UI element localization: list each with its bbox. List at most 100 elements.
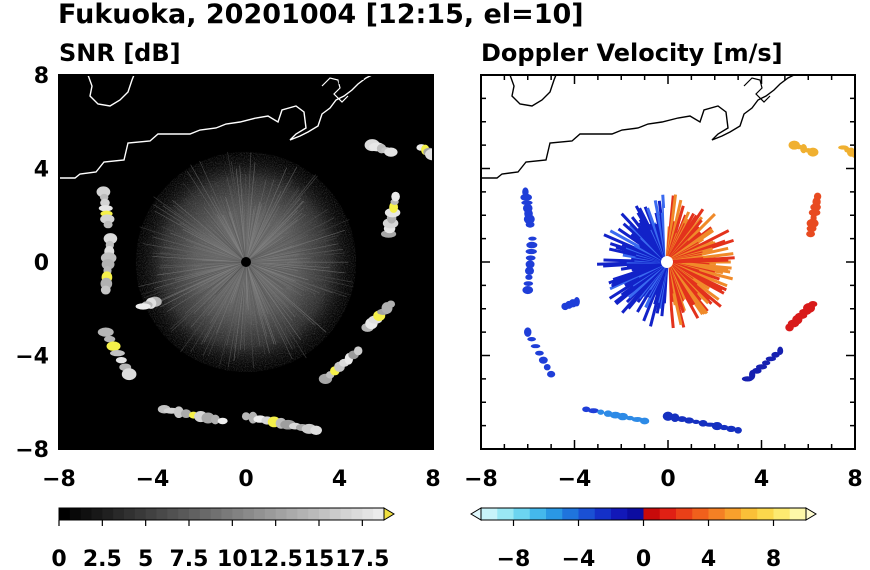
snr-colorbar-segment bbox=[189, 508, 201, 520]
snr-ray bbox=[152, 236, 247, 263]
snr-ray bbox=[215, 181, 247, 263]
snr-xtick-label: 0 bbox=[238, 467, 253, 492]
doppler-colorbar-segment bbox=[708, 508, 726, 520]
snr-ray bbox=[245, 183, 262, 263]
doppler-echo bbox=[617, 412, 629, 421]
doppler-colorbar-segment bbox=[562, 508, 579, 520]
snr-colorbar-segment bbox=[80, 508, 92, 520]
snr-echo bbox=[100, 285, 111, 295]
snr-ray bbox=[175, 261, 247, 281]
snr-ray bbox=[159, 252, 247, 263]
doppler-echo bbox=[535, 350, 544, 356]
left-panel-title: SNR [dB] bbox=[59, 39, 181, 67]
snr-ray bbox=[180, 261, 247, 353]
snr-radar-site bbox=[241, 257, 251, 267]
snr-ytick-label: −8 bbox=[15, 438, 49, 463]
snr-echo bbox=[384, 147, 398, 157]
snr-ray bbox=[245, 261, 293, 350]
snr-colorbar-label: 0 bbox=[51, 547, 66, 570]
doppler-panel: −8 −4 0 4 8 bbox=[464, 74, 863, 492]
doppler-colorbar: −8 −4 0 4 8 bbox=[470, 507, 817, 570]
doppler-echo bbox=[755, 364, 768, 370]
doppler-radar-site bbox=[661, 256, 673, 268]
snr-panel: −8 −4 0 4 8 8 4 0 −4 −8 bbox=[15, 64, 440, 492]
snr-ray bbox=[171, 261, 247, 332]
snr-ray bbox=[245, 261, 323, 282]
snr-ray bbox=[164, 246, 247, 263]
snr-echo bbox=[100, 198, 110, 207]
snr-ray bbox=[245, 204, 262, 263]
snr-ray bbox=[245, 261, 345, 274]
snr-ray bbox=[213, 261, 247, 312]
snr-ray bbox=[138, 261, 247, 287]
snr-ray bbox=[245, 261, 351, 296]
snr-echo bbox=[97, 327, 114, 337]
doppler-colorbar-label: 4 bbox=[701, 547, 716, 570]
snr-colorbar-segment bbox=[113, 508, 125, 520]
snr-echo bbox=[180, 409, 192, 418]
snr-ray bbox=[192, 202, 247, 263]
snr-colorbar: 0 2.5 5 7.5 10 12.5 15 17.5 bbox=[51, 507, 395, 570]
snr-colorbar-segment bbox=[264, 508, 277, 520]
snr-ray bbox=[245, 179, 294, 263]
snr-ray bbox=[245, 261, 327, 333]
doppler-echo bbox=[684, 417, 694, 424]
snr-xtick-label: 8 bbox=[425, 467, 440, 492]
snr-colorbar-segment bbox=[221, 508, 233, 520]
doppler-xtick-label: 4 bbox=[754, 467, 769, 492]
snr-ray bbox=[245, 207, 304, 263]
doppler-coastline bbox=[481, 75, 795, 179]
snr-ray bbox=[245, 252, 346, 263]
doppler-echo bbox=[526, 241, 538, 249]
snr-colorbar-segment bbox=[178, 508, 190, 520]
snr-ray bbox=[245, 261, 254, 369]
snr-coastline-island bbox=[321, 77, 349, 103]
doppler-echo bbox=[528, 236, 537, 241]
snr-colorbar-segment bbox=[145, 508, 157, 520]
snr-ray bbox=[190, 261, 247, 353]
doppler-colorbar-segment bbox=[724, 508, 742, 520]
doppler-echo bbox=[765, 356, 777, 362]
doppler-echo bbox=[525, 221, 535, 228]
doppler-clutter-ring bbox=[520, 140, 855, 434]
snr-rays bbox=[138, 151, 354, 369]
snr-echo bbox=[121, 368, 137, 381]
doppler-colorbar-segment bbox=[789, 508, 807, 520]
snr-colorbar-segment bbox=[167, 508, 179, 520]
doppler-colorbar-label: 8 bbox=[766, 547, 781, 570]
doppler-echo bbox=[808, 301, 818, 308]
doppler-echo bbox=[521, 200, 533, 206]
snr-echo bbox=[100, 214, 115, 224]
doppler-echo bbox=[777, 346, 784, 355]
snr-ray bbox=[245, 167, 288, 263]
snr-echo bbox=[310, 425, 322, 435]
doppler-echo bbox=[734, 427, 742, 434]
snr-ray bbox=[227, 261, 247, 368]
snr-colorbar-segment bbox=[340, 508, 352, 520]
snr-ray bbox=[152, 256, 247, 263]
snr-colorbar-segment bbox=[243, 508, 255, 520]
doppler-echo bbox=[543, 363, 551, 371]
snr-axes: −8 −4 0 4 8 8 4 0 −4 −8 bbox=[15, 64, 440, 492]
doppler-echo bbox=[719, 424, 729, 431]
doppler-echo bbox=[538, 356, 548, 364]
snr-echo bbox=[96, 186, 111, 198]
doppler-echo bbox=[561, 302, 569, 311]
snr-echo bbox=[425, 148, 433, 161]
snr-ray bbox=[199, 160, 247, 263]
snr-xtick-label: −8 bbox=[42, 467, 76, 492]
doppler-echo bbox=[525, 274, 533, 280]
doppler-echo bbox=[523, 281, 534, 287]
snr-echo bbox=[241, 412, 251, 421]
snr-colorbar-label: 10 bbox=[217, 547, 248, 570]
snr-ray bbox=[154, 261, 247, 289]
snr-ray bbox=[169, 245, 247, 263]
snr-ray bbox=[245, 261, 266, 355]
doppler-echo bbox=[762, 360, 771, 366]
doppler-colorbar-segment bbox=[676, 508, 693, 520]
doppler-echo bbox=[588, 408, 599, 414]
right-panel-title: Doppler Velocity [m/s] bbox=[481, 39, 783, 67]
snr-ray bbox=[245, 210, 298, 263]
snr-colorbar-segment bbox=[232, 508, 244, 520]
